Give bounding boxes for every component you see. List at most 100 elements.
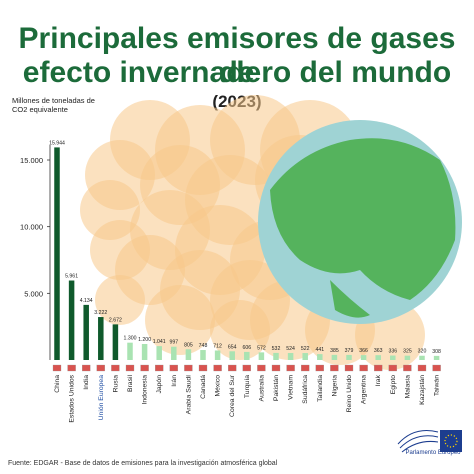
country-flags	[52, 364, 441, 372]
y-axis-unit-label: Millones de toneladas de CO2 equivalente	[12, 96, 95, 114]
bar	[141, 344, 148, 360]
value-label: 385	[330, 348, 339, 354]
smoke-puff	[90, 220, 150, 280]
bar	[127, 342, 133, 360]
value-label: 572	[257, 345, 266, 351]
y-tick-label: 10.000	[20, 223, 43, 232]
category-label: Argentina	[361, 375, 368, 404]
category-label: Egipto	[390, 375, 397, 394]
bar	[360, 355, 367, 360]
y-axis: 5.000 10.000 15.000	[20, 145, 51, 360]
flag-icon	[213, 364, 222, 372]
bar	[68, 280, 75, 360]
value-label: 366	[359, 348, 368, 354]
category-label: Brasil	[127, 375, 134, 392]
flag-icon	[271, 364, 281, 372]
flag-icon	[169, 364, 178, 372]
flag-icon	[417, 364, 427, 372]
category-label: Corea del Sur	[229, 374, 236, 417]
globe-land	[330, 280, 370, 318]
category-label: Arabia Saudí	[185, 375, 192, 414]
category-label: Unión Europea	[98, 375, 105, 421]
flag-icon	[403, 364, 412, 372]
flag-icon	[111, 364, 120, 372]
category-label: Malasia	[404, 375, 411, 399]
flag-icon	[198, 364, 208, 372]
bar	[433, 355, 440, 360]
bar	[317, 354, 323, 360]
value-label: 1.200	[138, 337, 151, 343]
chart-title-line1: Principales emisores de gases de	[18, 22, 456, 89]
value-label: 712	[213, 344, 222, 350]
category-label: México	[215, 375, 222, 397]
flag-icon	[67, 364, 76, 372]
category-label: Irán	[171, 375, 178, 387]
value-label: 654	[228, 344, 237, 350]
value-label: 997	[169, 340, 178, 346]
category-label: Indonesia	[142, 375, 149, 405]
source-note: Fuente: EDGAR - Base de datos de emision…	[8, 460, 278, 467]
flag-icon	[301, 364, 310, 372]
flag-icon	[155, 364, 164, 372]
value-label: 5.961	[65, 274, 78, 280]
category-label: China	[54, 375, 61, 393]
category-label: Canadá	[200, 375, 207, 399]
bar	[54, 147, 60, 360]
bar	[419, 355, 425, 360]
flag-icon	[286, 364, 295, 372]
value-label: 379	[345, 348, 354, 354]
value-label: 1.300	[124, 336, 137, 342]
globe-land	[270, 138, 456, 300]
flag-icon	[52, 364, 62, 372]
bar	[244, 351, 250, 360]
chart-title-line2: efecto invernadero del mundo	[22, 56, 452, 89]
bar	[98, 317, 104, 360]
y-tick-label: 5.000	[24, 289, 43, 298]
flag-icon	[140, 364, 149, 372]
category-label: Reino Unido	[346, 375, 353, 413]
bar	[331, 354, 338, 360]
value-label: 441	[315, 347, 324, 353]
category-label: Irak	[375, 374, 382, 386]
bar	[302, 353, 308, 360]
value-label: 532	[272, 346, 281, 352]
bar	[258, 352, 265, 360]
smoke-puff	[145, 285, 215, 355]
bar	[156, 346, 162, 360]
category-label: Taiwán	[434, 375, 441, 396]
value-label: 748	[199, 343, 208, 349]
flag-icon	[330, 364, 339, 372]
category-label: Japón	[156, 375, 163, 394]
category-label: Tailandia	[317, 375, 324, 402]
flag-icon	[315, 364, 324, 372]
value-label: 320	[418, 349, 427, 355]
category-label: Australia	[258, 375, 265, 402]
category-label: Pakistán	[273, 375, 280, 401]
flag-icon	[125, 364, 135, 372]
value-label: 606	[242, 345, 251, 351]
flag-icon	[82, 364, 91, 372]
bar	[171, 346, 177, 360]
value-label: 308	[432, 349, 441, 355]
value-label: 363	[374, 348, 383, 354]
bar	[404, 355, 411, 360]
category-label: Kazajstán	[419, 375, 426, 405]
value-label: 3.222	[94, 310, 107, 316]
value-label: 4.134	[80, 298, 93, 304]
flag-icon	[388, 364, 397, 372]
bar	[185, 349, 192, 360]
y-tick-label: 15.000	[20, 156, 43, 165]
value-label: 1.041	[153, 339, 166, 345]
category-label: Estados Unidos	[69, 374, 76, 422]
bar	[214, 350, 221, 360]
flag-icon	[184, 364, 193, 372]
value-label: 522	[301, 346, 310, 352]
globe-illustration	[258, 120, 462, 324]
flag-icon	[96, 364, 105, 372]
bar	[390, 355, 396, 360]
category-label: India	[83, 375, 90, 390]
flag-icon	[374, 364, 383, 372]
x-axis-labels: China Estados Unidos India Unión Europea Rus…	[54, 374, 441, 422]
